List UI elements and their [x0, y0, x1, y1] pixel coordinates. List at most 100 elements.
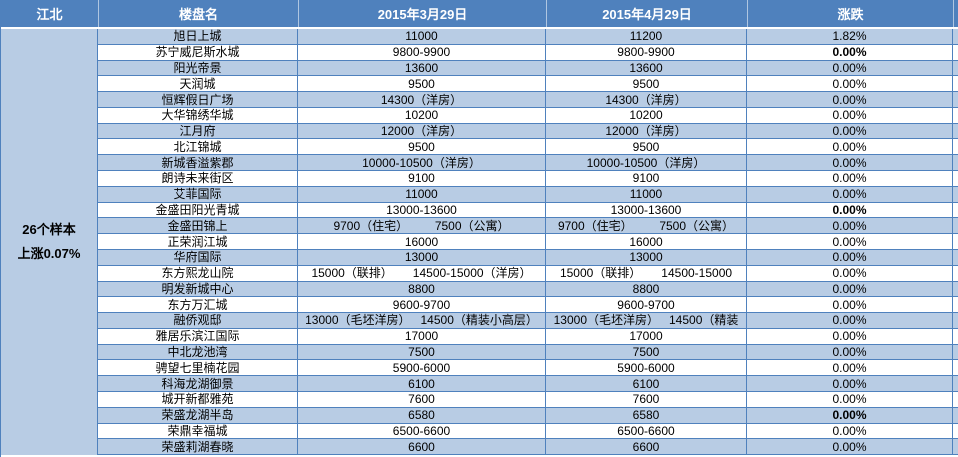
property-name-cell[interactable]: 中北龙池湾: [98, 344, 298, 361]
price-april-cell[interactable]: 17000: [546, 328, 747, 345]
price-march-cell[interactable]: 7500: [298, 344, 546, 361]
change-percent-cell[interactable]: 0.00%: [747, 139, 953, 156]
price-april-cell[interactable]: 11200: [546, 29, 747, 45]
change-percent-cell[interactable]: 0.00%: [747, 328, 953, 345]
price-march-cell[interactable]: 10000-10500（洋房）: [298, 155, 546, 172]
property-name-cell[interactable]: 金盛田锦上: [98, 218, 298, 235]
price-march-cell[interactable]: 10200: [298, 107, 546, 124]
property-name-cell[interactable]: 东方熙龙山院: [98, 265, 298, 282]
price-april-cell[interactable]: 6100: [546, 376, 747, 392]
property-name-cell[interactable]: 江月府: [98, 123, 298, 140]
change-percent-cell[interactable]: 0.00%: [747, 60, 953, 77]
price-march-cell[interactable]: 17000: [298, 328, 546, 345]
property-name-cell[interactable]: 雅居乐滨江国际: [98, 328, 298, 345]
change-percent-cell[interactable]: 0.00%: [747, 360, 953, 377]
header-property-name[interactable]: 楼盘名: [98, 0, 298, 27]
change-percent-cell[interactable]: 0.00%: [747, 439, 953, 456]
price-march-cell[interactable]: 5900-6000: [298, 360, 546, 377]
price-april-cell[interactable]: 13000（毛坯洋房） 14500（精装: [546, 313, 747, 329]
price-march-cell[interactable]: 13000（毛坯洋房） 14500（精装小高层）: [298, 313, 546, 329]
change-percent-cell[interactable]: 0.00%: [747, 297, 953, 314]
property-name-cell[interactable]: 正荣润江城: [98, 234, 298, 250]
property-name-cell[interactable]: 旭日上城: [98, 29, 298, 45]
price-april-cell[interactable]: 16000: [546, 234, 747, 250]
price-march-cell[interactable]: 7600: [298, 391, 546, 408]
property-name-cell[interactable]: 天润城: [98, 76, 298, 93]
price-march-cell[interactable]: 6100: [298, 376, 546, 392]
change-percent-cell[interactable]: 0.00%: [747, 344, 953, 361]
property-name-cell[interactable]: 科海龙湖御景: [98, 376, 298, 392]
change-percent-cell[interactable]: 0.00%: [747, 281, 953, 298]
change-percent-cell[interactable]: 0.00%: [747, 171, 953, 187]
change-percent-cell[interactable]: 0.00%: [747, 155, 953, 172]
property-name-cell[interactable]: 华府国际: [98, 249, 298, 266]
change-percent-cell[interactable]: 0.00%: [747, 92, 953, 108]
price-march-cell[interactable]: 6600: [298, 439, 546, 456]
change-percent-cell[interactable]: 0.00%: [747, 234, 953, 250]
property-name-cell[interactable]: 阳光帝景: [98, 60, 298, 77]
price-march-cell[interactable]: 9100: [298, 171, 546, 187]
change-percent-cell[interactable]: 0.00%: [747, 107, 953, 124]
price-april-cell[interactable]: 8800: [546, 281, 747, 298]
change-percent-cell[interactable]: 0.00%: [747, 123, 953, 140]
price-april-cell[interactable]: 6500-6600: [546, 423, 747, 440]
price-april-cell[interactable]: 9800-9900: [546, 44, 747, 61]
price-march-cell[interactable]: 13000-13600: [298, 202, 546, 219]
change-percent-cell[interactable]: 0.00%: [747, 376, 953, 392]
price-april-cell[interactable]: 9700（住宅） 7500（公寓）: [546, 218, 747, 235]
header-date-march[interactable]: 2015年3月29日: [298, 0, 546, 27]
property-name-cell[interactable]: 恒辉假日广场: [98, 92, 298, 108]
price-march-cell[interactable]: 9800-9900: [298, 44, 546, 61]
property-name-cell[interactable]: 城开新都雅苑: [98, 391, 298, 408]
price-april-cell[interactable]: 14300（洋房）: [546, 92, 747, 108]
summary-cell[interactable]: 26个样本 上涨0.07%: [1, 29, 98, 455]
price-march-cell[interactable]: 16000: [298, 234, 546, 250]
price-april-cell[interactable]: 15000（联排） 14500-15000: [546, 265, 747, 282]
property-name-cell[interactable]: 苏宁威尼斯水城: [98, 44, 298, 61]
price-april-cell[interactable]: 10200: [546, 107, 747, 124]
price-april-cell[interactable]: 7500: [546, 344, 747, 361]
property-name-cell[interactable]: 荣盛莉湖春晓: [98, 439, 298, 456]
price-march-cell[interactable]: 15000（联排） 14500-15000（洋房）: [298, 265, 546, 282]
price-april-cell[interactable]: 13600: [546, 60, 747, 77]
price-april-cell[interactable]: 9500: [546, 139, 747, 156]
property-name-cell[interactable]: 金盛田阳光青城: [98, 202, 298, 219]
change-percent-cell[interactable]: 0.00%: [747, 76, 953, 93]
price-april-cell[interactable]: 12000（洋房）: [546, 123, 747, 140]
price-april-cell[interactable]: 9600-9700: [546, 297, 747, 314]
property-name-cell[interactable]: 荣盛龙湖半岛: [98, 407, 298, 424]
property-name-cell[interactable]: 艾菲国际: [98, 186, 298, 203]
change-percent-cell[interactable]: 0.00%: [747, 391, 953, 408]
price-march-cell[interactable]: 14300（洋房）: [298, 92, 546, 108]
price-march-cell[interactable]: 9500: [298, 139, 546, 156]
change-percent-cell[interactable]: 0.00%: [747, 202, 953, 219]
price-april-cell[interactable]: 13000: [546, 249, 747, 266]
property-name-cell[interactable]: 骋望七里楠花园: [98, 360, 298, 377]
property-name-cell[interactable]: 明发新城中心: [98, 281, 298, 298]
price-april-cell[interactable]: 11000: [546, 186, 747, 203]
price-april-cell[interactable]: 9100: [546, 171, 747, 187]
price-march-cell[interactable]: 13000: [298, 249, 546, 266]
change-percent-cell[interactable]: 0.00%: [747, 44, 953, 61]
price-march-cell[interactable]: 9600-9700: [298, 297, 546, 314]
price-april-cell[interactable]: 10000-10500（洋房）: [546, 155, 747, 172]
change-percent-cell[interactable]: 0.00%: [747, 265, 953, 282]
property-name-cell[interactable]: 新城香溢紫郡: [98, 155, 298, 172]
price-march-cell[interactable]: 13600: [298, 60, 546, 77]
price-april-cell[interactable]: 6580: [546, 407, 747, 424]
property-name-cell[interactable]: 荣鼎幸福城: [98, 423, 298, 440]
price-march-cell[interactable]: 6580: [298, 407, 546, 424]
price-march-cell[interactable]: 12000（洋房）: [298, 123, 546, 140]
change-percent-cell[interactable]: 0.00%: [747, 423, 953, 440]
price-march-cell[interactable]: 11000: [298, 186, 546, 203]
price-march-cell[interactable]: 6500-6600: [298, 423, 546, 440]
property-name-cell[interactable]: 东方万汇城: [98, 297, 298, 314]
header-date-april[interactable]: 2015年4月29日: [546, 0, 747, 27]
change-percent-cell[interactable]: 0.00%: [747, 407, 953, 424]
change-percent-cell[interactable]: 0.00%: [747, 313, 953, 329]
price-march-cell[interactable]: 9700（住宅） 7500（公寓）: [298, 218, 546, 235]
price-april-cell[interactable]: 9500: [546, 76, 747, 93]
change-percent-cell[interactable]: 0.00%: [747, 186, 953, 203]
price-april-cell[interactable]: 5900-6000: [546, 360, 747, 377]
price-march-cell[interactable]: 11000: [298, 29, 546, 45]
